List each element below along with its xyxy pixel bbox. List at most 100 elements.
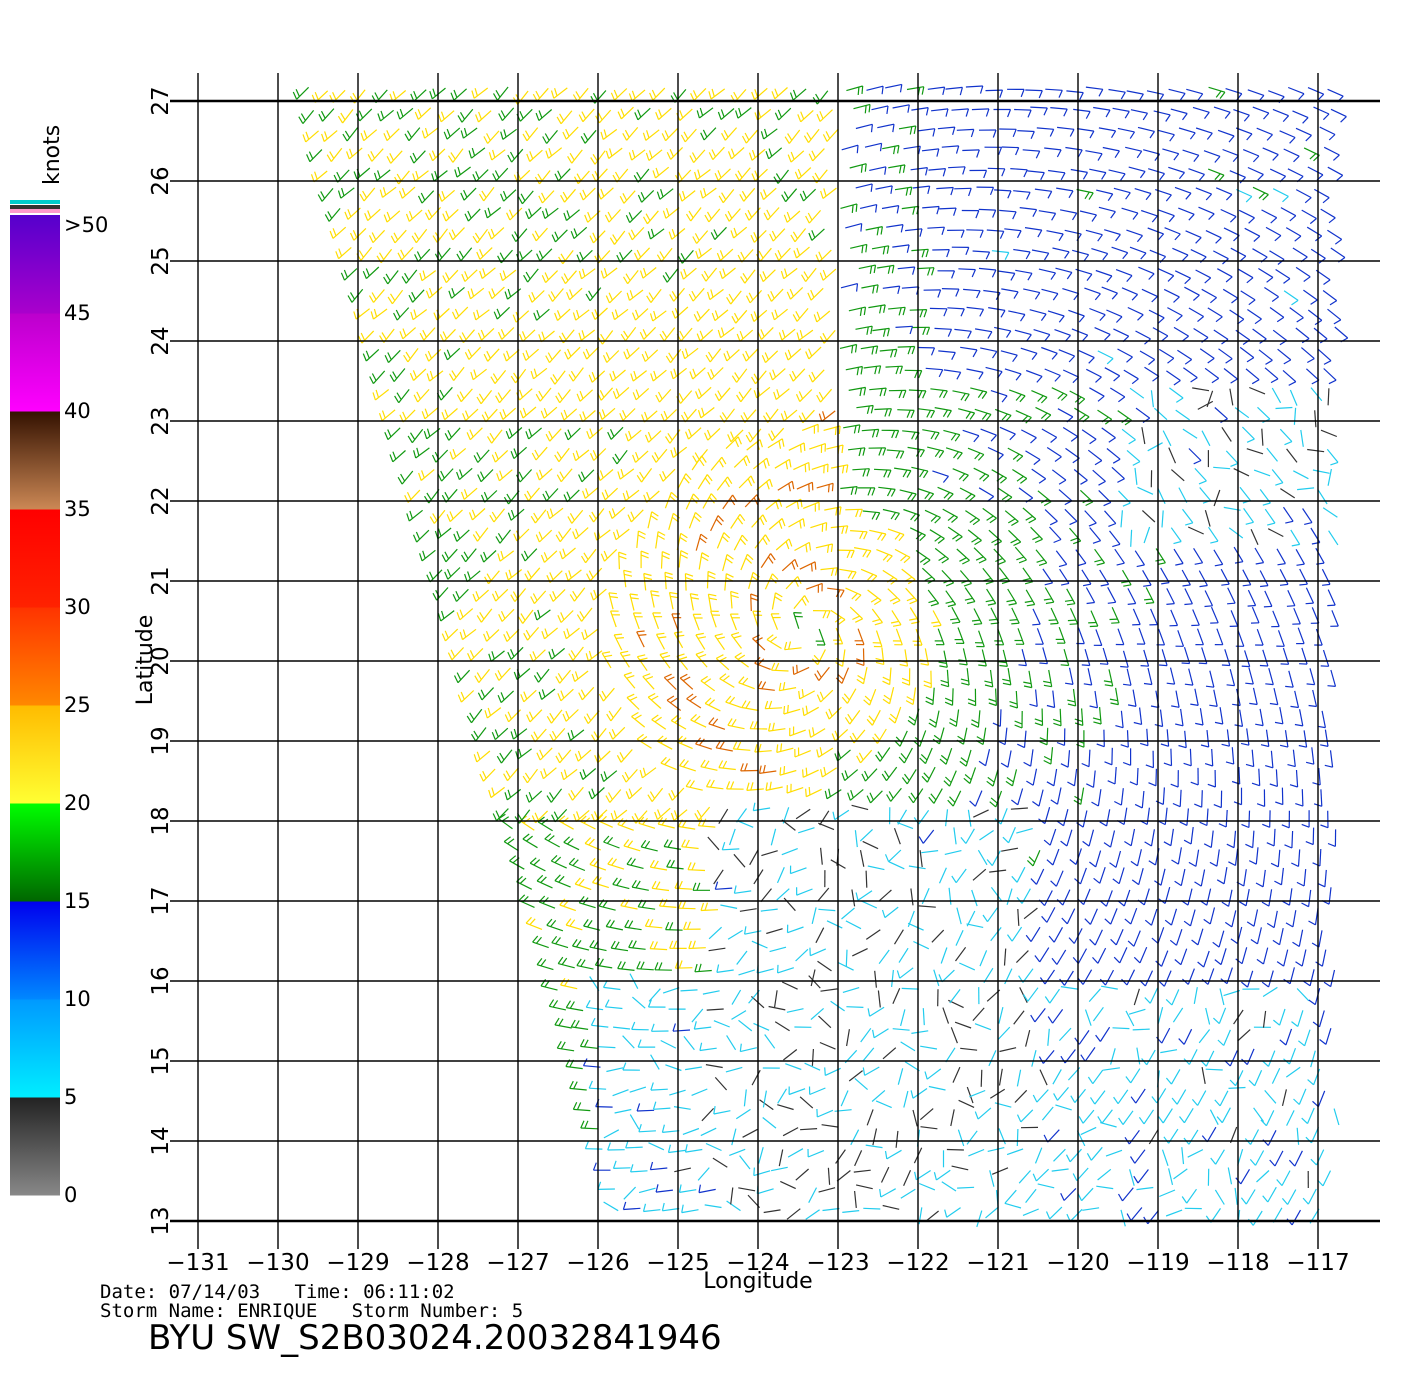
wind-barb: [1021, 429, 1037, 444]
wind-barb: [767, 438, 785, 449]
wind-barb: [917, 408, 936, 419]
wind-barb: [1199, 348, 1215, 364]
wind-barb: [841, 769, 859, 782]
wind-barb: [1023, 907, 1038, 920]
wind-barb: [632, 612, 643, 630]
wind-barb: [1216, 867, 1228, 885]
wind-barb: [1234, 407, 1250, 419]
wind-barb: [540, 550, 558, 563]
wind-barb: [1201, 968, 1215, 985]
wind-barb: [1079, 489, 1094, 507]
wind-barb: [1089, 527, 1102, 544]
wind-barb: [994, 189, 1012, 199]
wind-barb: [1153, 110, 1171, 122]
wind-barb: [645, 149, 663, 161]
wind-barb: [623, 839, 641, 852]
wind-barb: [1048, 169, 1066, 181]
wind-barb: [631, 1021, 649, 1031]
wind-barb: [1103, 830, 1116, 848]
wind-barb: [1074, 867, 1087, 885]
wind-barb: [466, 427, 483, 441]
wind-barb: [866, 790, 883, 804]
wind-barb: [1061, 908, 1076, 925]
wind-barb: [925, 687, 935, 706]
wind-barb: [865, 929, 881, 940]
wind-barb: [730, 632, 742, 649]
wind-barb: [947, 790, 962, 807]
wind-barb: [479, 267, 496, 279]
wind-barb: [1248, 1070, 1263, 1087]
wind-barb: [1319, 126, 1336, 141]
wind-barb: [1053, 1087, 1069, 1101]
wind-barb: [580, 129, 597, 144]
wind-barb: [417, 190, 435, 204]
wind-barb: [630, 370, 647, 382]
wind-barb: [826, 444, 844, 454]
wind-barb: [726, 1200, 741, 1212]
wind-barb: [1182, 428, 1198, 439]
wind-barb: [952, 390, 970, 402]
wind-barb: [898, 947, 909, 963]
wind-barb: [676, 327, 693, 342]
wind-barb: [1214, 407, 1228, 424]
wind-barb: [874, 970, 877, 988]
y-tick-label: 20: [148, 646, 174, 675]
wind-barb: [722, 494, 738, 510]
wind-barb: [1298, 730, 1308, 748]
wind-barb: [548, 999, 567, 1011]
wind-barb: [460, 548, 477, 563]
wind-barb: [733, 534, 748, 551]
wind-barb: [1079, 210, 1097, 222]
wind-barb: [1013, 1010, 1025, 1025]
wind-barb: [1043, 828, 1057, 846]
wind-barb: [448, 366, 465, 381]
wind-barb: [472, 228, 488, 244]
wind-barb: [1204, 748, 1214, 767]
wind-barb: [639, 767, 657, 779]
wind-barb: [525, 916, 543, 930]
wind-barb: [1089, 1090, 1106, 1105]
wind-barb: [1168, 447, 1177, 464]
wind-barb: [637, 1039, 656, 1048]
wind-barb: [796, 887, 813, 896]
wind-barb: [845, 920, 862, 930]
wind-barb: [805, 1209, 820, 1220]
wind-barb: [1168, 166, 1185, 180]
wind-barb: [845, 949, 848, 967]
wind-barb: [1166, 588, 1175, 605]
wind-barb: [817, 887, 830, 902]
wind-barb: [526, 709, 543, 723]
wind-barb: [1197, 950, 1210, 968]
wind-barb: [1125, 146, 1143, 159]
wind-barb: [888, 861, 905, 870]
wind-barb: [585, 1000, 604, 1011]
wind-barb: [1217, 268, 1233, 283]
wind-barb: [1275, 268, 1291, 284]
wind-barb: [532, 935, 549, 949]
wind-barb: [943, 369, 962, 380]
wind-barb: [1027, 170, 1045, 181]
wind-barb: [731, 368, 748, 383]
wind-barb: [1127, 588, 1137, 605]
wind-barb: [1259, 649, 1269, 667]
wind-barb: [560, 408, 578, 421]
wind-barb: [960, 346, 978, 358]
wind-barb: [656, 188, 674, 200]
wind-barb: [730, 1187, 734, 1205]
wind-barb: [641, 349, 659, 362]
y-tick-label: 26: [148, 166, 174, 195]
wind-barb: [1241, 426, 1255, 443]
wind-barb: [986, 229, 1005, 239]
wind-barb: [1305, 368, 1320, 385]
wind-barb: [905, 587, 918, 605]
wind-barb: [963, 767, 977, 784]
wind-barb: [670, 809, 688, 821]
wind-barb: [780, 409, 798, 422]
wind-barb: [848, 1070, 863, 1082]
wind-barb: [1048, 927, 1064, 943]
wind-barb: [700, 127, 717, 141]
colorbar-label: 20: [64, 791, 91, 815]
wind-barb: [987, 167, 1006, 177]
wind-barb: [779, 766, 797, 776]
wind-barb: [692, 230, 709, 244]
